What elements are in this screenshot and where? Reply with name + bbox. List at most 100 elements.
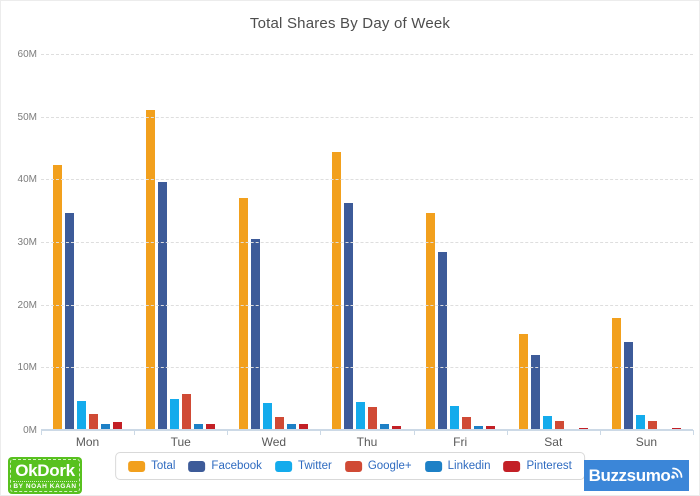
bar-linkedin-thu [380, 424, 390, 430]
bar-facebook-sun [623, 342, 633, 430]
legend-item-linkedin[interactable]: Linkedin [424, 460, 491, 472]
bar-twitter-mon [77, 401, 87, 430]
x-axis-tick [599, 430, 601, 435]
bar-pinterest-thu [392, 425, 402, 430]
bar-group-tue [134, 54, 227, 430]
bar-total-sat [518, 334, 528, 430]
y-axis-tick-label: 50M [17, 111, 37, 123]
gridline [41, 304, 693, 306]
bar-groups [41, 54, 693, 430]
x-axis-labels: Mon Tue Wed Thu Fri Sat Sun [41, 435, 693, 449]
bar-linkedin-tue [194, 423, 204, 430]
bar-total-tue [146, 110, 156, 430]
legend-label: Linkedin [447, 460, 491, 472]
bar-facebook-fri [437, 252, 447, 430]
bar-group-wed [227, 54, 320, 430]
x-axis-tick [413, 430, 415, 435]
legend-label: Google+ [367, 460, 412, 472]
bar-group-fri [414, 54, 507, 430]
y-axis-tick-label: 10M [17, 362, 37, 374]
bar-total-fri [425, 213, 435, 430]
buzzsumo-sonar-icon [671, 467, 683, 479]
gridline [41, 242, 693, 243]
legend-swatch [128, 460, 146, 472]
legend-item-total[interactable]: Total [128, 460, 175, 472]
bar-googleplus-thu [368, 406, 378, 430]
bar-pinterest-fri [485, 425, 495, 430]
x-axis-label-wed: Wed [261, 435, 287, 449]
bar-googleplus-fri [461, 416, 471, 430]
bar-googleplus-wed [275, 416, 285, 430]
bar-pinterest-sun [671, 427, 681, 430]
legend-swatch [344, 460, 362, 472]
bar-total-sun [611, 318, 621, 430]
bar-linkedin-fri [473, 425, 483, 430]
bar-twitter-thu [356, 402, 366, 430]
bar-total-thu [332, 151, 342, 430]
bar-group-mon [41, 54, 134, 430]
bar-googleplus-sat [554, 420, 564, 430]
legend-item-twitter[interactable]: Twitter [274, 460, 332, 472]
bar-pinterest-mon [113, 421, 123, 430]
x-axis-tick [227, 430, 229, 435]
chart-title: Total Shares By Day of Week [249, 15, 451, 32]
bar-linkedin-wed [287, 424, 297, 430]
bar-facebook-wed [251, 238, 261, 430]
bar-pinterest-sat [578, 427, 588, 430]
bar-facebook-thu [344, 203, 354, 430]
okdork-logo[interactable]: OkDork BY NOAH KAGAN [8, 457, 82, 494]
x-axis-tick [693, 430, 694, 435]
x-axis-label-fri: Fri [453, 435, 468, 449]
bar-group-thu [320, 54, 413, 430]
x-axis-label-tue: Tue [170, 435, 191, 449]
buzzsumo-logo-label: Buzzsumo [588, 465, 671, 485]
gridline [41, 116, 693, 118]
gridline [41, 179, 693, 181]
x-axis-label-thu: Thu [356, 435, 378, 449]
bar-pinterest-wed [299, 424, 309, 430]
legend-label: Pinterest [526, 460, 572, 472]
x-axis-label-mon: Mon [75, 435, 100, 449]
legend-item-facebook[interactable]: Facebook [188, 460, 262, 472]
x-axis-tick [134, 430, 136, 435]
bar-twitter-sat [542, 416, 552, 430]
legend-label: Total [151, 460, 176, 472]
y-axis-tick-label: 20M [17, 299, 37, 311]
legend-item-pinterest[interactable]: Pinterest [503, 460, 572, 472]
bar-facebook-mon [65, 213, 75, 430]
bar-googleplus-sun [647, 420, 657, 430]
legend-swatch [274, 460, 292, 472]
gridline [41, 54, 693, 55]
bar-facebook-sat [530, 355, 540, 430]
legend-label: Facebook [211, 460, 262, 472]
y-axis-tick-label: 60M [17, 49, 37, 60]
bar-facebook-tue [158, 182, 168, 430]
bar-total-wed [239, 198, 249, 430]
bar-pinterest-tue [206, 423, 216, 430]
legend-swatch [503, 460, 521, 472]
chart-legend: Total Facebook Twitter Google+ Linkedin Pinte… [115, 452, 585, 480]
bar-twitter-wed [263, 403, 273, 430]
gridline [41, 367, 693, 369]
bar-googleplus-tue [182, 393, 192, 430]
plot-area: 60M 50M 40M 30M 20M 10M 0M [18, 49, 693, 436]
x-axis-line [41, 429, 693, 431]
okdork-logo-title: OkDork [15, 460, 75, 480]
x-axis-label-sat: Sat [544, 435, 563, 449]
legend-item-googleplus[interactable]: Google+ [344, 460, 412, 472]
bar-total-mon [53, 164, 63, 430]
y-axis-tick-label: 40M [17, 174, 37, 186]
x-axis-tick [506, 430, 508, 435]
okdork-logo-frame: OkDork BY NOAH KAGAN [10, 459, 80, 492]
x-axis-tick [320, 430, 322, 435]
legend-swatch [188, 460, 206, 472]
bar-twitter-fri [449, 405, 459, 430]
buzzsumo-logo[interactable]: Buzzsumo [584, 460, 689, 491]
x-axis-label-sun: Sun [635, 435, 658, 449]
bar-twitter-sun [635, 414, 645, 430]
legend-swatch [424, 460, 442, 472]
okdork-logo-subtitle: BY NOAH KAGAN [13, 480, 77, 490]
y-axis-tick-label: 0M [23, 425, 37, 436]
legend-label: Twitter [297, 460, 332, 472]
